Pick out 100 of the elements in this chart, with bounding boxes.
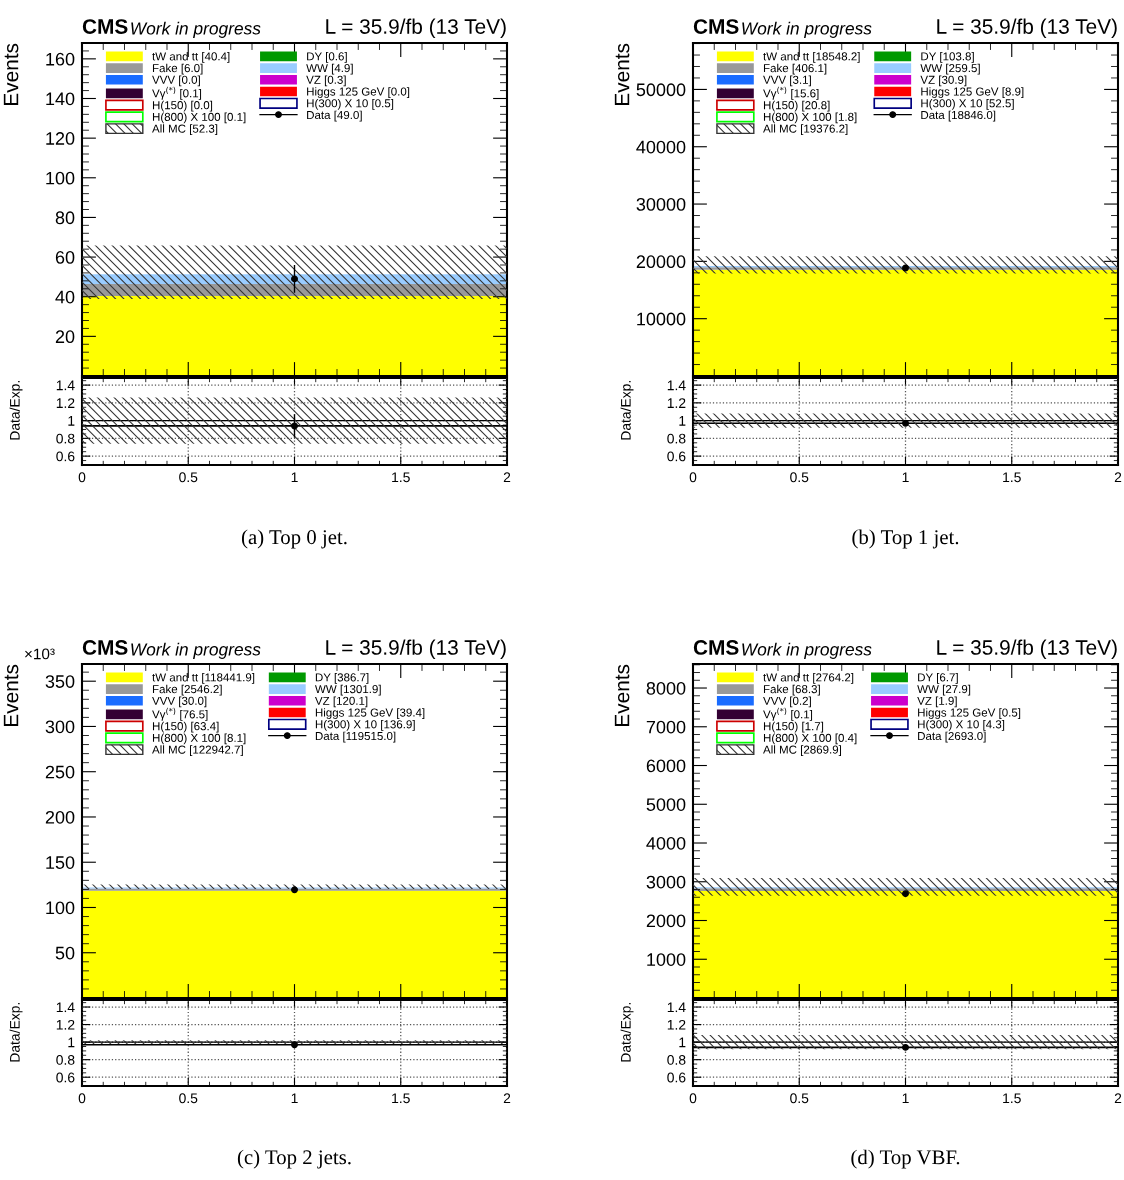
legend-label: DY [103.8] bbox=[921, 51, 974, 63]
y-tick-label: 0.8 bbox=[667, 433, 686, 444]
y-tick-label: 100 bbox=[46, 171, 75, 185]
chart-title: CMS bbox=[693, 640, 739, 655]
y-tick-label: 1 bbox=[68, 1037, 75, 1048]
legend-label: VVV [30.0] bbox=[152, 696, 207, 708]
y-axis-title: Events bbox=[3, 43, 19, 105]
legend-label: Fake [406.1] bbox=[763, 63, 827, 75]
y-tick-label: 0.8 bbox=[56, 433, 75, 444]
text: L = 35.9/fb (13 TeV) bbox=[937, 18, 1117, 38]
y-tick-label: 140 bbox=[46, 92, 75, 106]
y-tick-label: 80 bbox=[55, 211, 75, 225]
y-tick-label: 6000 bbox=[646, 759, 686, 773]
legend-label: All MC [122942.7] bbox=[152, 745, 243, 756]
legend-label: DY [6.7] bbox=[918, 672, 958, 684]
legend-label: tW and tt [2764.2] bbox=[763, 672, 854, 684]
x-tick-label: 0 bbox=[78, 472, 86, 483]
y-tick-label: 20000 bbox=[636, 255, 686, 269]
x-tick-label: 0.5 bbox=[790, 1093, 809, 1104]
y-tick-label: 4000 bbox=[646, 836, 686, 850]
y-axis-title: Events bbox=[614, 664, 630, 726]
y-tick-label: 1000 bbox=[647, 953, 686, 966]
legend-label: VVV [0.0] bbox=[152, 75, 200, 87]
y-tick-label: 30000 bbox=[636, 197, 686, 211]
y-tick-label: 1.4 bbox=[667, 1002, 686, 1013]
legend-label: H(150) [1.7] bbox=[763, 721, 824, 733]
legend-label: H(800) X 100 [8.1] bbox=[152, 733, 246, 745]
legend-label: H(300) X 10 [52.5] bbox=[921, 98, 1014, 110]
y-tick-label: 50 bbox=[55, 946, 75, 960]
y-tick-label: 3000 bbox=[646, 875, 686, 889]
y-tick-label: 8000 bbox=[646, 681, 686, 695]
legend-label: VZ [120.1] bbox=[314, 696, 368, 708]
x-tick-label: 1 bbox=[291, 1093, 298, 1104]
x-tick-label: 2 bbox=[503, 1093, 511, 1104]
y-tick-label: 10000 bbox=[637, 312, 686, 326]
legend-label: WW [1301.9] bbox=[314, 684, 381, 696]
legend-label: Fake [68.3] bbox=[763, 684, 820, 696]
text: (c) Top 2 jets. bbox=[237, 1149, 351, 1169]
x-tick-label: 1 bbox=[902, 1093, 909, 1104]
y-tick-label: 250 bbox=[45, 765, 75, 779]
chart-title: CMS bbox=[693, 19, 739, 34]
legend-label: H(150) [0.0] bbox=[152, 100, 213, 112]
legend-label: VVV [0.2] bbox=[763, 696, 811, 708]
y-tick-label: 5000 bbox=[646, 798, 686, 811]
legend-label: VZ [30.9] bbox=[920, 75, 967, 87]
chart-subtitle: Work in progress bbox=[742, 642, 872, 659]
legend-label: WW [27.9] bbox=[917, 684, 971, 696]
legend-label: H(150) [20.8] bbox=[763, 100, 830, 112]
legend-label: Data [2693.0] bbox=[918, 731, 986, 743]
x-tick-label: 2 bbox=[503, 472, 511, 483]
y-tick-label: 150 bbox=[46, 856, 75, 869]
y-tick-label: 0.8 bbox=[56, 1055, 75, 1065]
y-tick-label: 1 bbox=[679, 1037, 686, 1048]
legend-label: All MC [19376.2] bbox=[763, 124, 848, 135]
legend-label: Data [49.0] bbox=[307, 110, 362, 122]
legend-label: DY [0.6] bbox=[307, 51, 347, 63]
chart-title: CMS bbox=[82, 640, 128, 655]
y-axis-title: Data/Exp. bbox=[620, 1002, 634, 1062]
x-tick-label: 1.5 bbox=[392, 472, 410, 483]
y-axis-title: Events bbox=[3, 664, 19, 726]
x-tick-label: 0.5 bbox=[790, 472, 809, 483]
legend-label: VZ [1.9] bbox=[917, 696, 957, 708]
text: L = 35.9/fb (13 TeV) bbox=[326, 639, 506, 659]
y-tick-label: 0.6 bbox=[56, 451, 75, 462]
legend-label: H(300) X 10 [4.3] bbox=[918, 719, 1005, 731]
legend-label: Fake [6.0] bbox=[152, 63, 203, 75]
y-axis-title: Events bbox=[614, 43, 630, 105]
legend-label: H(800) X 100 [1.8] bbox=[763, 112, 857, 124]
legend-label: Fake [2546.2] bbox=[152, 684, 222, 696]
legend-label: Higgs 125 GeV [39.4] bbox=[315, 708, 425, 719]
legend-label: Vγ$^{(*)}$ [0.1] bbox=[152, 86, 202, 100]
y-tick-label: 1.2 bbox=[56, 1019, 75, 1030]
x-tick-label: 0 bbox=[78, 1093, 86, 1104]
x-tick-label: 0.5 bbox=[179, 1093, 198, 1104]
legend-label: Vγ$^{(*)}$ [15.6] bbox=[763, 86, 819, 100]
text: L = 35.9/fb (13 TeV) bbox=[326, 18, 506, 38]
y-tick-label: 7000 bbox=[646, 720, 686, 734]
y-tick-label: 1.2 bbox=[56, 398, 75, 408]
x-tick-label: 0 bbox=[689, 472, 697, 483]
legend-label: VZ [0.3] bbox=[306, 75, 346, 87]
legend-label: tW and tt [18548.2] bbox=[763, 51, 860, 63]
x-tick-label: 2 bbox=[1114, 1093, 1122, 1104]
chart-subtitle: Work in progress bbox=[131, 21, 261, 39]
y-tick-label: 40 bbox=[55, 290, 75, 304]
text: (a) Top 0 jet. bbox=[241, 529, 347, 549]
y-tick-label: 350 bbox=[45, 675, 75, 688]
legend-label: WW [259.5] bbox=[920, 63, 980, 75]
legend-label: VVV [3.1] bbox=[763, 75, 811, 87]
x-tick-label: 2 bbox=[1114, 472, 1122, 483]
y-tick-label: 100 bbox=[46, 901, 75, 915]
x-tick-label: 1.5 bbox=[1003, 472, 1021, 483]
x-tick-label: 0 bbox=[689, 1093, 697, 1104]
legend-label: WW [4.9] bbox=[306, 63, 353, 75]
text: (d) Top VBF. bbox=[851, 1149, 960, 1169]
y-tick-label: 20 bbox=[55, 330, 75, 344]
y-tick-label: 0.8 bbox=[667, 1055, 686, 1065]
y-axis-title: Data/Exp. bbox=[620, 381, 634, 440]
y-tick-label: 0.6 bbox=[667, 451, 686, 462]
legend-label: Vγ$^{(*)}$ [76.5] bbox=[152, 707, 208, 721]
y-tick-label: 200 bbox=[45, 810, 75, 824]
